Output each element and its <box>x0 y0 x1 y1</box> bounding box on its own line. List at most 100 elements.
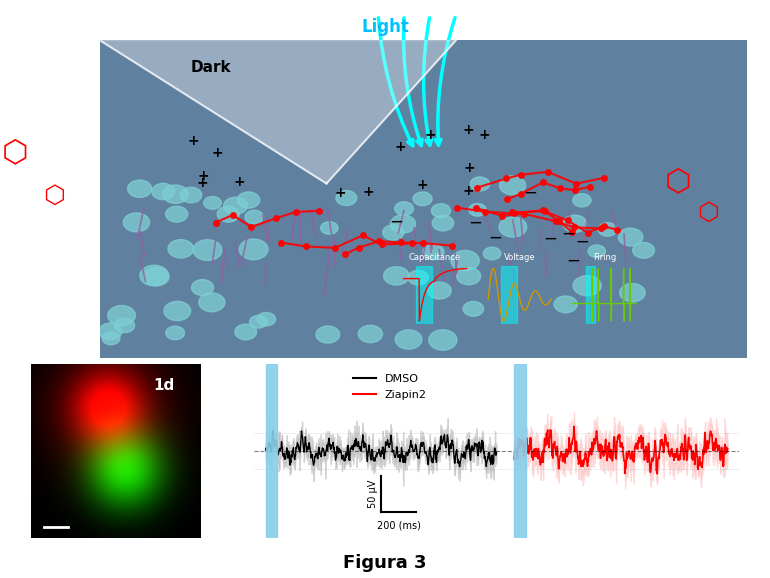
Ellipse shape <box>395 330 422 349</box>
Text: −: − <box>567 251 581 269</box>
Text: ⬡: ⬡ <box>698 201 719 225</box>
Ellipse shape <box>457 268 480 285</box>
Text: ⬡: ⬡ <box>665 168 691 197</box>
Text: +: + <box>233 175 245 189</box>
Ellipse shape <box>394 202 413 216</box>
Ellipse shape <box>336 191 357 206</box>
Ellipse shape <box>223 197 247 214</box>
Ellipse shape <box>162 185 189 203</box>
Ellipse shape <box>463 301 484 316</box>
Text: +: + <box>463 123 474 137</box>
Ellipse shape <box>427 282 451 299</box>
Text: 1d: 1d <box>153 378 175 393</box>
Legend: DMSO, Ziapin2: DMSO, Ziapin2 <box>349 370 431 404</box>
Ellipse shape <box>217 206 239 222</box>
Ellipse shape <box>245 210 263 224</box>
Text: +: + <box>334 186 346 200</box>
Ellipse shape <box>128 180 152 198</box>
Text: ⬡: ⬡ <box>43 183 65 208</box>
Text: +: + <box>424 128 436 142</box>
Ellipse shape <box>108 306 136 325</box>
Ellipse shape <box>140 265 169 286</box>
Text: +: + <box>188 135 199 149</box>
Ellipse shape <box>358 325 383 343</box>
Ellipse shape <box>469 203 487 216</box>
Ellipse shape <box>164 301 191 321</box>
Text: +: + <box>212 146 223 161</box>
Polygon shape <box>100 40 456 183</box>
Ellipse shape <box>563 215 587 232</box>
Text: +: + <box>462 184 474 198</box>
Text: ⬡: ⬡ <box>2 139 28 168</box>
Ellipse shape <box>423 244 444 260</box>
Ellipse shape <box>203 197 222 209</box>
Ellipse shape <box>239 239 268 260</box>
Text: Firing: Firing <box>593 253 616 262</box>
Ellipse shape <box>102 332 120 344</box>
Ellipse shape <box>620 283 645 302</box>
Text: +: + <box>464 161 475 175</box>
Ellipse shape <box>123 213 149 232</box>
Text: −: − <box>561 225 575 243</box>
Text: −: − <box>524 183 537 201</box>
Ellipse shape <box>257 313 276 326</box>
Ellipse shape <box>249 316 267 328</box>
Bar <box>514 364 525 538</box>
Text: +: + <box>478 128 490 143</box>
Bar <box>585 266 595 324</box>
Text: +: + <box>394 139 406 154</box>
Text: +: + <box>197 169 209 183</box>
Ellipse shape <box>193 240 222 261</box>
Text: 200 (ms): 200 (ms) <box>377 521 420 531</box>
Bar <box>500 266 517 324</box>
Text: Dark: Dark <box>191 60 231 75</box>
Text: −: − <box>543 229 557 247</box>
Ellipse shape <box>143 268 169 286</box>
Bar <box>416 266 432 324</box>
Text: −: − <box>487 229 501 247</box>
Ellipse shape <box>554 296 578 313</box>
Text: Light: Light <box>361 18 409 36</box>
Text: +: + <box>197 176 209 190</box>
Ellipse shape <box>429 330 457 350</box>
Ellipse shape <box>633 242 654 258</box>
Ellipse shape <box>618 228 643 246</box>
Ellipse shape <box>413 192 432 206</box>
Text: −: − <box>468 213 482 231</box>
Ellipse shape <box>235 324 256 340</box>
Text: Capacitance: Capacitance <box>409 253 461 262</box>
Text: +: + <box>417 178 428 192</box>
Text: +: + <box>362 186 373 199</box>
Ellipse shape <box>166 326 185 340</box>
Text: Figura 3: Figura 3 <box>343 554 427 572</box>
Text: −: − <box>390 213 403 231</box>
Ellipse shape <box>588 245 605 258</box>
Ellipse shape <box>499 217 527 237</box>
Ellipse shape <box>500 176 526 195</box>
Text: −: − <box>575 233 589 251</box>
Text: 50 μV: 50 μV <box>368 480 378 509</box>
Ellipse shape <box>168 239 193 258</box>
Ellipse shape <box>237 192 259 208</box>
Ellipse shape <box>316 326 340 343</box>
Ellipse shape <box>383 225 403 240</box>
Ellipse shape <box>99 323 122 340</box>
Ellipse shape <box>192 280 213 295</box>
Ellipse shape <box>390 215 416 233</box>
Ellipse shape <box>484 247 501 260</box>
Ellipse shape <box>432 216 454 231</box>
Ellipse shape <box>431 204 450 218</box>
Ellipse shape <box>450 250 479 271</box>
Ellipse shape <box>598 223 617 236</box>
Ellipse shape <box>470 177 490 191</box>
Ellipse shape <box>166 206 188 222</box>
Ellipse shape <box>180 187 202 203</box>
Ellipse shape <box>199 293 225 312</box>
Bar <box>266 364 277 538</box>
Ellipse shape <box>152 183 175 200</box>
Text: Voltage: Voltage <box>504 253 536 262</box>
Ellipse shape <box>573 194 591 207</box>
Ellipse shape <box>115 318 135 332</box>
Ellipse shape <box>383 266 409 285</box>
Ellipse shape <box>320 222 338 234</box>
